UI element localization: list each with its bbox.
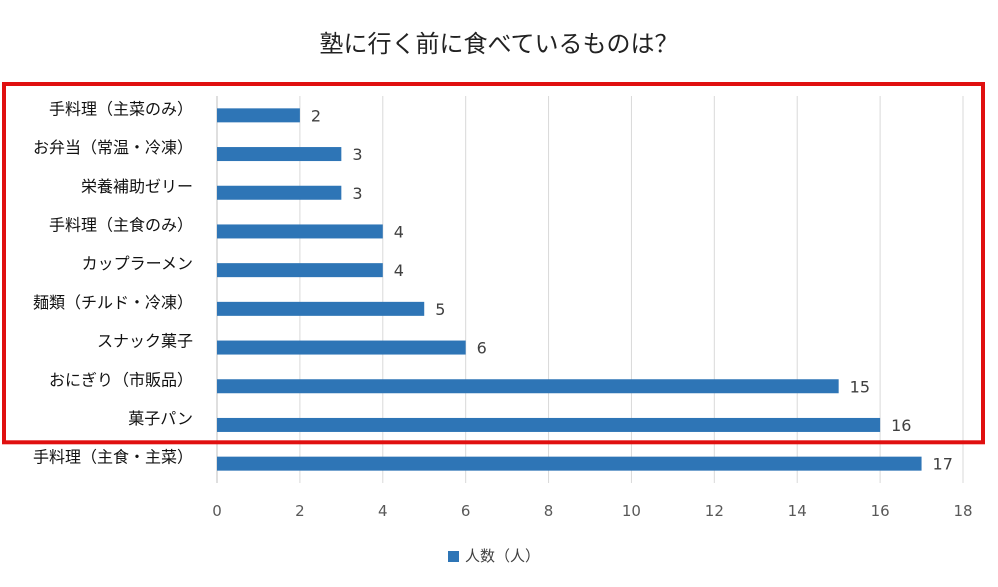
- data-label: 4: [394, 222, 404, 241]
- x-tick-label: 10: [622, 502, 641, 520]
- legend-swatch: [448, 551, 459, 562]
- x-tick-label: 0: [212, 502, 222, 520]
- x-tick-label: 14: [788, 502, 807, 520]
- x-tick-label: 8: [544, 502, 554, 520]
- category-label: 菓子パン: [128, 409, 193, 428]
- bar: [217, 147, 342, 162]
- bar: [217, 108, 300, 123]
- x-tick-label: 18: [953, 502, 972, 520]
- chart-title: 塾に行く前に食べているものは？: [319, 30, 678, 58]
- data-label: 5: [435, 300, 445, 319]
- data-label: 15: [850, 377, 870, 396]
- category-label: 手料理（主菜のみ）: [49, 99, 193, 118]
- x-tick-labels: 0 2 4 6 8 10 12 14 16 18: [212, 502, 972, 520]
- x-tick-label: 12: [705, 502, 724, 520]
- x-tick-label: 4: [378, 502, 388, 520]
- data-label: 16: [891, 416, 911, 435]
- bar: [217, 456, 922, 471]
- highlight-box: [2, 82, 985, 445]
- data-label: 4: [394, 261, 404, 280]
- bars: [217, 108, 922, 471]
- data-label: 2: [311, 106, 321, 125]
- bar: [217, 340, 466, 355]
- data-label: 3: [352, 145, 362, 164]
- x-tick-label: 2: [295, 502, 305, 520]
- legend: 人数（人）: [448, 547, 540, 565]
- category-label: スナック菓子: [97, 332, 193, 351]
- bar: [217, 379, 839, 394]
- bar: [217, 417, 881, 432]
- category-label: 手料理（主食・主菜）: [33, 448, 193, 467]
- category-label: お弁当（常温・冷凍）: [33, 138, 193, 157]
- bar: [217, 224, 383, 239]
- data-labels: 2 3 3 4 4 5 6 15 16 17: [311, 106, 953, 473]
- category-label: 栄養補助ゼリー: [81, 177, 193, 196]
- data-label: 6: [477, 339, 487, 358]
- legend-label: 人数（人）: [465, 547, 540, 565]
- data-label: 3: [352, 184, 362, 203]
- bar: [217, 301, 425, 316]
- data-label: 17: [933, 455, 953, 474]
- bar: [217, 185, 342, 200]
- category-label: 手料理（主食のみ）: [49, 215, 193, 234]
- category-label: 麺類（チルド・冷凍）: [33, 293, 193, 312]
- x-tick-label: 6: [461, 502, 471, 520]
- bar: [217, 263, 383, 278]
- category-label: カップラーメン: [82, 254, 193, 273]
- x-tick-label: 16: [871, 502, 890, 520]
- category-label: おにぎり（市販品）: [49, 370, 193, 389]
